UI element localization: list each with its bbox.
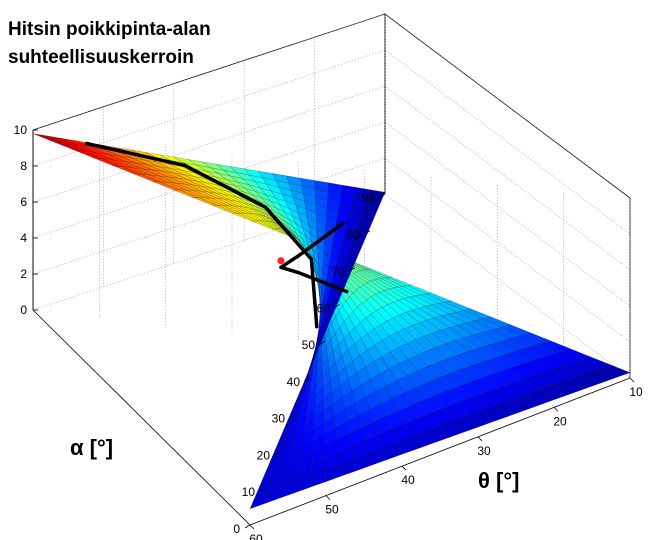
x-tick-mark — [249, 524, 255, 530]
y-tick-label: 0 — [233, 522, 240, 536]
surface-mesh — [32, 133, 631, 510]
curve-1 — [84, 141, 319, 329]
tick-labels: 0 2 4 6 8 10 0 10 20 30 40 50 60 70 80 90 10 20 30 40 50 60 — [14, 123, 643, 540]
x-tick-mark — [629, 377, 635, 383]
chart-title: Hitsin poikkipinta-alan suhteellisuusker… — [8, 16, 211, 72]
x-tick-label: 10 — [629, 385, 643, 399]
y-tick-label: 20 — [257, 448, 271, 462]
chart-title-line-1: Hitsin poikkipinta-alan — [8, 19, 211, 40]
x-tick-mark — [477, 436, 483, 442]
z-tick-label: 6 — [20, 195, 27, 209]
grid-line-z — [32, 121, 631, 307]
y-tick-label: 80 — [347, 228, 361, 242]
x-tick-label: 50 — [325, 503, 339, 517]
y-tick-label: 30 — [272, 412, 286, 426]
x-tick-mark — [553, 407, 559, 412]
grid-line-z — [32, 13, 631, 199]
grid-line-z — [32, 157, 631, 343]
z-tick-label: 4 — [20, 231, 27, 245]
z-tick-label: 0 — [20, 303, 27, 317]
x-tick-label: 40 — [401, 473, 415, 487]
y-tick-label: 60 — [317, 301, 331, 315]
x-tick-label: 60 — [249, 532, 263, 540]
y-tick-label: 70 — [332, 265, 346, 279]
y-tick-mark — [334, 303, 341, 308]
y-tick-label: 10 — [242, 485, 256, 499]
z-tick-label: 8 — [20, 159, 27, 173]
y-tick-label: 40 — [287, 375, 301, 389]
chart-title-line-2: suhteellisuuskerroin — [8, 47, 194, 68]
x-tick-mark — [325, 495, 331, 500]
z-tick-label: 10 — [14, 123, 28, 137]
y-tick-mark — [259, 487, 266, 492]
y-tick-mark — [244, 524, 251, 529]
y-tick-mark — [304, 377, 311, 382]
x-axis-label: θ [°] — [478, 468, 519, 493]
x-tick-mark — [401, 465, 407, 471]
intersection-point — [277, 257, 285, 265]
surface-cell — [367, 189, 386, 203]
y-tick-mark — [349, 267, 356, 271]
y-tick-mark — [289, 414, 296, 419]
y-tick-label: 90 — [362, 191, 376, 205]
y-tick-label: 50 — [302, 338, 316, 352]
x-tick-label: 30 — [477, 444, 491, 458]
y-tick-mark — [319, 340, 326, 345]
curve-layer — [84, 141, 349, 329]
y-tick-mark — [364, 230, 371, 235]
y-tick-mark — [274, 451, 281, 455]
y-axis-label: α [°] — [70, 435, 113, 460]
grid-line-z — [32, 49, 631, 235]
grid-line-z — [32, 193, 631, 379]
y-tick-mark — [379, 193, 386, 198]
x-tick-label: 20 — [553, 414, 567, 428]
z-tick-label: 2 — [20, 267, 27, 281]
curve-2 — [279, 221, 349, 294]
